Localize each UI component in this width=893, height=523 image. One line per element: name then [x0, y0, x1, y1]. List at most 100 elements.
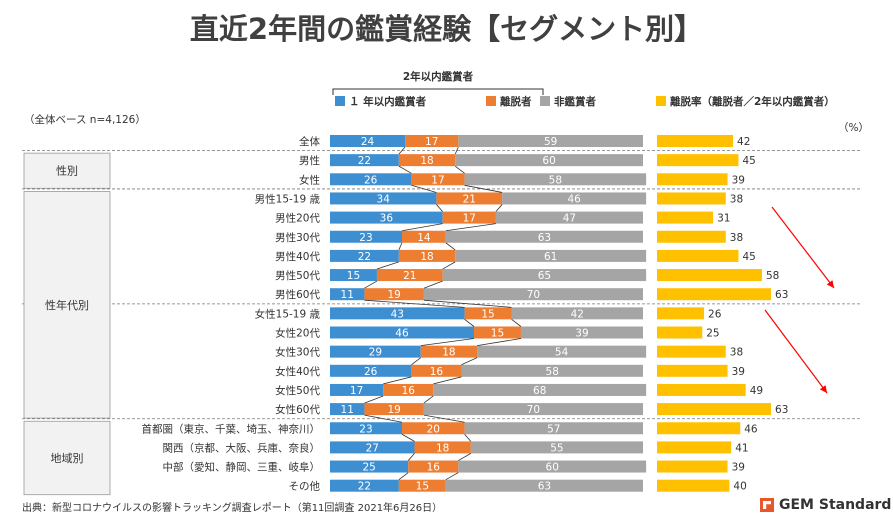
- connector-recent: [436, 204, 443, 212]
- category-label: 男性: [299, 154, 320, 167]
- group-label-1: 性年代別: [45, 298, 89, 312]
- connector-recent: [364, 395, 384, 404]
- bar-segment: [423, 403, 643, 416]
- category-label: 女性40代: [275, 365, 320, 378]
- rate-bar: [657, 326, 703, 339]
- bar-value-label: 17: [350, 385, 363, 397]
- bar-segment: [330, 383, 384, 396]
- source-note: 出典：新型コロナウイルスの影響トラッキング調査レポート（第11回調査 2021年…: [22, 503, 443, 514]
- rate-value-label: 38: [730, 193, 743, 205]
- rate-value-label: 42: [737, 136, 750, 148]
- bar-segment: [520, 326, 643, 339]
- rate-bar: [657, 345, 726, 358]
- rate-bar: [657, 288, 772, 301]
- page-title: 直近2年間の鑑賞経験【セグメント別】: [189, 12, 704, 46]
- connector-churn: [423, 280, 443, 289]
- bar-segment: [461, 364, 643, 377]
- connector-churn: [495, 204, 503, 212]
- rate-value-label: 38: [730, 347, 743, 359]
- trend-arrow-female: [764, 309, 828, 394]
- rate-bar: [657, 460, 728, 473]
- bar-value-label: 23: [359, 423, 372, 435]
- bar-value-label: 43: [391, 308, 404, 320]
- rate-bar: [657, 307, 705, 320]
- bar-value-label: 17: [425, 136, 438, 148]
- category-label: 女性50代: [275, 384, 320, 397]
- bar-segment: [436, 192, 503, 205]
- connector-recent: [420, 338, 475, 347]
- connector-churn: [511, 319, 522, 327]
- bar-segment: [398, 154, 456, 167]
- category-label: 男性20代: [275, 212, 320, 225]
- rate-bar: [657, 211, 714, 224]
- bar-segment: [408, 460, 459, 473]
- bar-segment: [330, 192, 437, 205]
- rate-bar: [657, 364, 728, 377]
- bar-value-label: 60: [542, 155, 555, 167]
- bar-segment: [398, 479, 446, 492]
- base-note: （全体ベース n=4,126）: [24, 114, 146, 126]
- connector-recent: [398, 146, 406, 155]
- bar-segment: [330, 403, 365, 416]
- legend: １ 年以内鑑賞者 離脱者 非鑑賞者 離脱率（離脱者／2年以内鑑賞者）: [335, 95, 835, 108]
- rate-value-label: 40: [733, 481, 746, 493]
- bar-segment: [330, 307, 465, 320]
- bar-value-label: 26: [364, 366, 378, 378]
- rate-value-label: 58: [766, 270, 779, 282]
- bar-value-label: 63: [538, 481, 551, 493]
- bar-value-label: 22: [358, 155, 371, 167]
- bar-value-label: 29: [369, 347, 382, 359]
- category-label: 男性50代: [275, 269, 320, 282]
- bar-value-label: 18: [442, 347, 455, 359]
- bar-segment: [511, 307, 643, 320]
- recent-viewer-bracket: 2年以内鑑賞者: [332, 70, 544, 95]
- connector-recent: [398, 242, 403, 251]
- legend-label-1: 離脱者: [500, 95, 532, 108]
- bar-segment: [398, 249, 456, 262]
- bar-value-label: 47: [563, 213, 576, 225]
- bar-value-label: 11: [341, 289, 354, 301]
- bar-value-label: 16: [430, 366, 444, 378]
- connector-recent: [364, 414, 403, 423]
- bar-segment: [420, 345, 478, 358]
- connector-recent: [407, 453, 415, 461]
- bar-segment: [455, 249, 647, 262]
- bar-segment: [423, 288, 643, 301]
- bar-segment: [502, 192, 647, 205]
- bar-value-label: 59: [544, 136, 557, 148]
- bar-value-label: 39: [575, 328, 588, 340]
- category-label: 男性60代: [275, 288, 320, 301]
- bar-value-label: 68: [533, 385, 546, 397]
- bar-value-label: 60: [546, 462, 559, 474]
- connector-churn: [445, 242, 456, 251]
- rate-value-label: 63: [775, 404, 788, 416]
- bar-value-label: 22: [358, 481, 371, 493]
- rate-value-label: 49: [750, 385, 763, 397]
- legend-label-0: １ 年以内鑑賞者: [349, 95, 427, 108]
- rate-value-label: 63: [775, 289, 788, 301]
- category-label: 女性: [299, 173, 320, 186]
- bar-value-label: 65: [538, 270, 551, 282]
- connector-churn: [423, 395, 434, 404]
- rate-value-label: 45: [742, 251, 755, 263]
- bar-segment: [330, 326, 474, 339]
- bar-segment: [405, 135, 459, 147]
- bar-value-label: 46: [567, 193, 581, 205]
- rate-value-label: 45: [742, 155, 755, 167]
- category-label: 男性15-19 歳: [255, 192, 321, 205]
- category-label: 女性20代: [275, 327, 320, 340]
- rate-bar: [657, 192, 726, 205]
- connector-recent: [383, 376, 412, 385]
- connector-churn: [464, 433, 472, 442]
- legend-swatch-2: [540, 96, 550, 106]
- connector-recent: [376, 261, 399, 270]
- group-label-2: 地域別: [51, 452, 84, 465]
- bar-value-label: 24: [361, 136, 375, 148]
- bar-value-label: 20: [427, 423, 440, 435]
- bar-segment: [411, 364, 462, 377]
- bar-segment: [414, 441, 471, 454]
- bar-value-label: 23: [359, 232, 372, 244]
- connector-recent: [464, 319, 475, 327]
- bar-segment: [473, 326, 521, 339]
